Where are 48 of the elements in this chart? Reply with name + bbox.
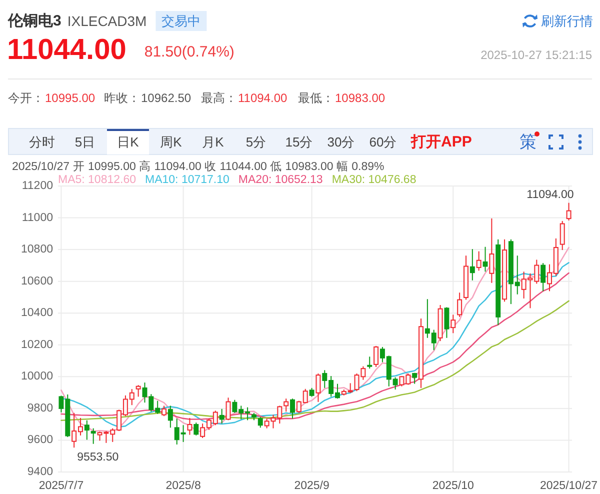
ytick: 10000 xyxy=(21,370,53,383)
annotation: 昨收： xyxy=(104,91,140,105)
ytick: 9800 xyxy=(27,402,53,414)
annotation: 81.50(0.74%) xyxy=(144,44,234,60)
ytick: 10200 xyxy=(21,338,53,351)
annotation: 60分 xyxy=(369,134,397,150)
subtitle: IXLECAD3M xyxy=(67,13,147,29)
subtitle: 2025/10/27 开 10995.00 高 11094.00 收 11044.00 低 10983.00 幅 0.89% xyxy=(12,161,384,173)
annotation: 周K xyxy=(160,134,182,150)
title: 伦铜电3 xyxy=(8,12,62,30)
annotation: 10995.00 xyxy=(45,91,96,105)
annotation: 策 xyxy=(520,132,536,152)
annotation: 5分 xyxy=(246,134,266,150)
annotation: 今开： xyxy=(8,91,44,105)
legend-item: MA30: 10476.68 xyxy=(332,174,416,186)
annotation: 最低： xyxy=(298,91,334,105)
xtick: 2025/10/27 xyxy=(540,480,598,492)
annotation: 打开APP xyxy=(411,134,472,150)
ytick: 10800 xyxy=(21,244,53,256)
annotation: 交易中 xyxy=(162,14,201,28)
ytick: 9600 xyxy=(27,434,53,446)
ytick: 9400 xyxy=(27,466,53,478)
annotation: 11094.00 xyxy=(238,91,288,105)
xtick: 2025/9 xyxy=(294,480,330,492)
ytick: 10400 xyxy=(21,307,53,320)
ytick: 11200 xyxy=(22,180,53,192)
annotation: 11044.00 xyxy=(7,34,126,66)
xtick: 2025/7/7 xyxy=(38,480,84,492)
annotation: 30分 xyxy=(327,134,355,150)
annotation: 9553.50 xyxy=(77,452,119,464)
legend-item: MA5: 10812.60 xyxy=(58,174,136,186)
annotation: 日K xyxy=(117,134,139,150)
ytick: 11000 xyxy=(22,212,53,224)
xtick: 2025/10 xyxy=(432,480,474,492)
annotation: 5日 xyxy=(74,134,96,150)
annotation: 刷新行情 xyxy=(541,14,593,28)
annotation: 10962.50 xyxy=(141,91,192,105)
annotation: 2025-10-27 15:21:15 xyxy=(480,48,592,62)
annotation: 10983.00 xyxy=(335,91,386,105)
annotation: 11094.00 xyxy=(526,188,574,201)
annotation: 月K xyxy=(202,134,224,150)
legend-item: MA20: 10652.13 xyxy=(238,174,323,186)
legend-item: MA10: 10717.10 xyxy=(145,174,230,186)
ytick: 10600 xyxy=(21,275,53,288)
annotation: 15分 xyxy=(285,134,313,150)
annotation: 最高： xyxy=(201,91,237,105)
xtick: 2025/8 xyxy=(166,480,201,492)
annotation: 分时 xyxy=(29,134,55,150)
